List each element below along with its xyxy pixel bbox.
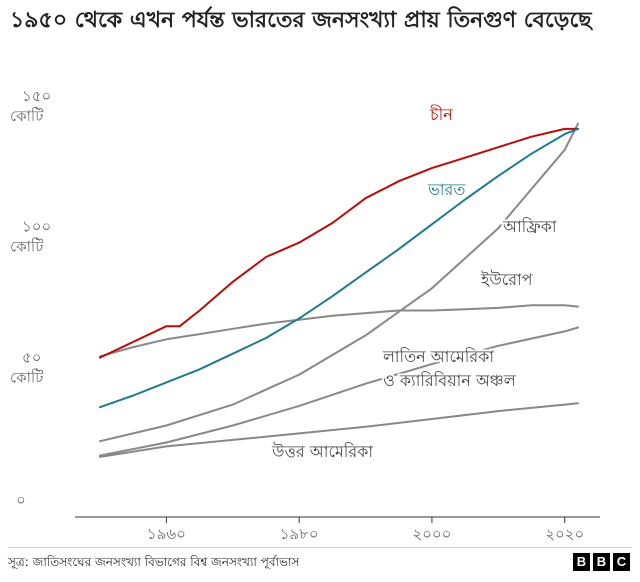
series-2-label: আফ্রিকা — [502, 217, 557, 236]
series-3-line — [99, 304, 579, 358]
y-tick-label: ১৫০ কোটি — [10, 87, 51, 125]
series-0-line — [99, 127, 579, 359]
chart-title: ১৯৫০ থেকে এখন পর্যন্ত ভারতের জনসংখ্যা প্… — [10, 8, 592, 33]
bbc-logo-letter-1: B — [573, 553, 590, 571]
x-tick-label: ২০২০ — [545, 525, 584, 543]
series-3-label: ইউরোপ — [480, 270, 534, 289]
y-tick-label: ১০০ কোটি — [10, 218, 51, 256]
line-chart: ১৯৬০ ১৯৮০ ২০০০ ২০২০ ০ ৫০ কোটি ১০০ কোটি ১৫০ কোটি চীন… — [10, 87, 600, 543]
series-5-line — [99, 402, 579, 458]
series-4-label: লাতিন আমেরিকা ও ক্যারিবিয়ান অঞ্চল — [382, 347, 517, 390]
series-0-label: চীন — [429, 105, 453, 124]
series-5-label: উত্তর আমেরিকা — [271, 442, 373, 461]
bbc-logo: B B C — [573, 553, 630, 571]
x-tick-label: ২০০০ — [412, 525, 451, 543]
series-1-line — [99, 127, 579, 409]
bbc-logo-letter-2: B — [593, 553, 610, 571]
y-tick-label: ০ — [16, 491, 26, 509]
bbc-logo-letter-3: C — [613, 553, 630, 571]
series-1-label: ভারত — [427, 180, 466, 199]
x-tick-label: ১৯৬০ — [147, 525, 186, 543]
footer-divider — [8, 547, 632, 548]
series-2-line — [99, 122, 579, 443]
x-tick-label: ১৯৮০ — [280, 525, 319, 543]
source-note: সূত্র: জাতিসংঘের জনসংখ্যা বিভাগের বিশ্ব … — [8, 555, 300, 569]
y-tick-label: ৫০ কোটি — [10, 348, 44, 386]
series-4-line — [99, 326, 579, 457]
